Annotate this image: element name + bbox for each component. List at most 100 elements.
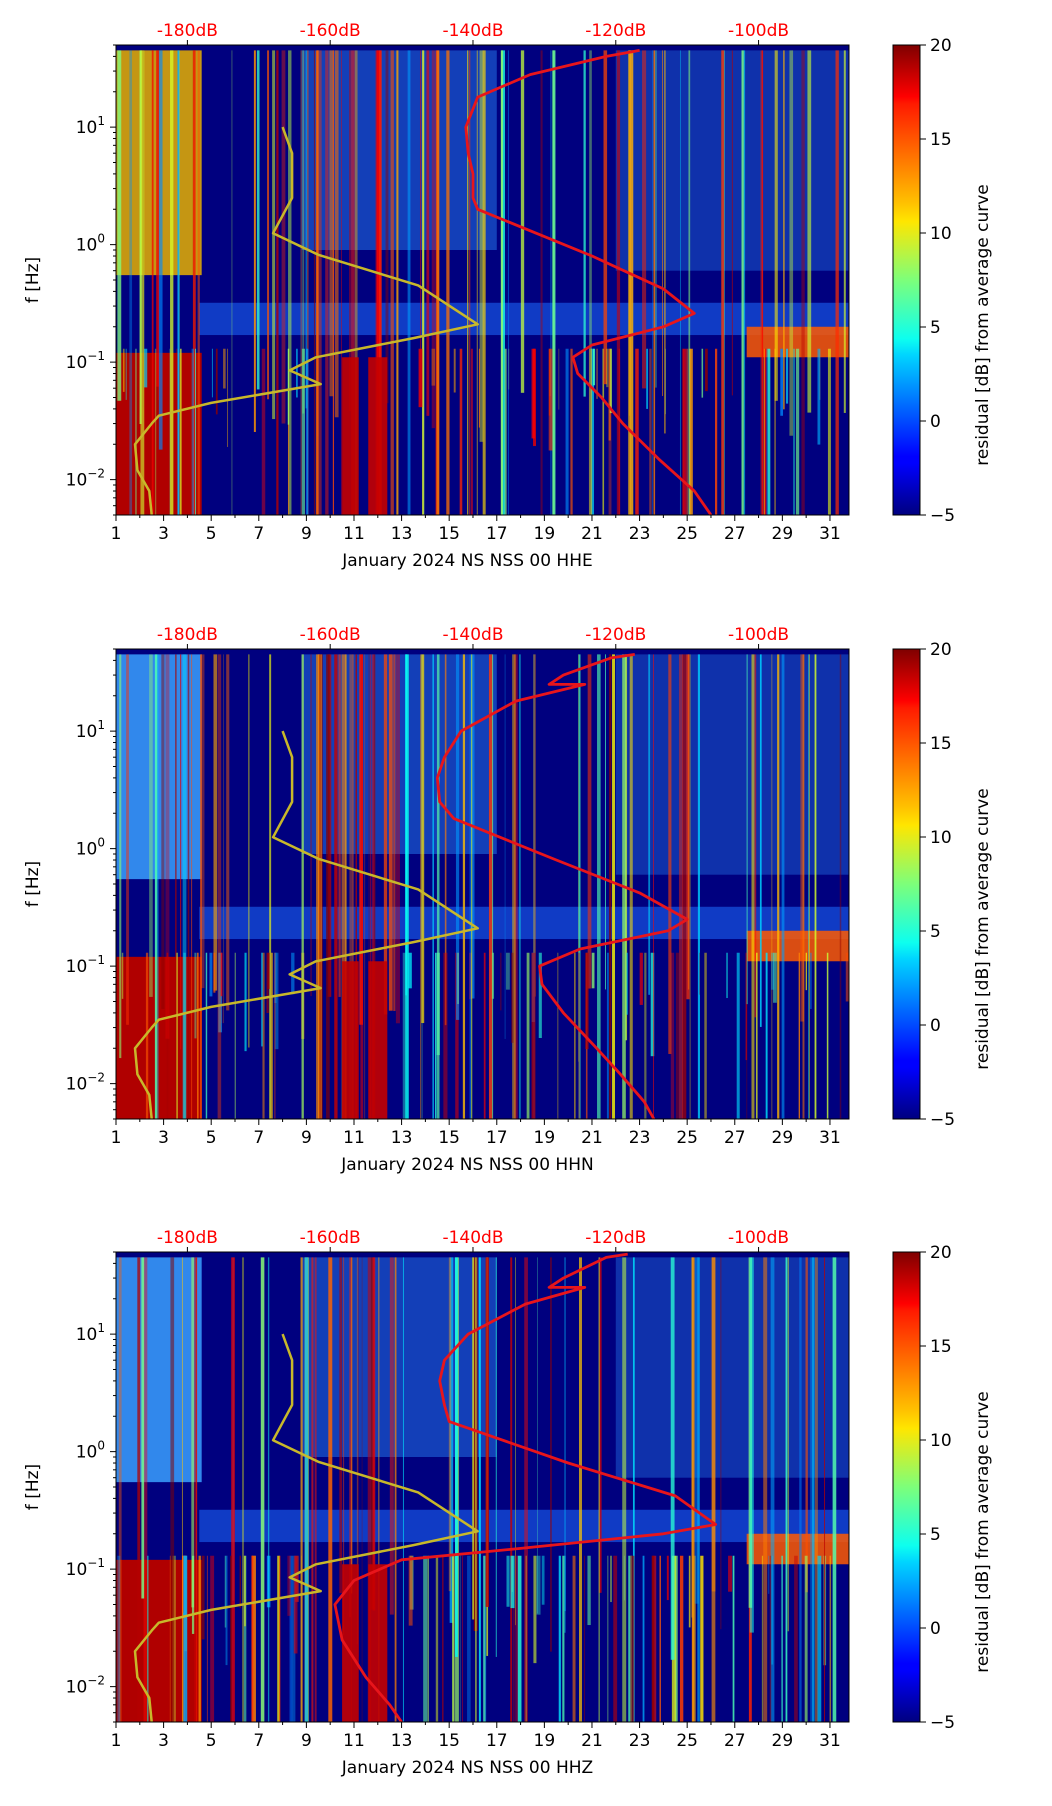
heatmap-streak <box>793 348 795 515</box>
heatmap-streak <box>519 654 521 1119</box>
x-tick-label: 31 <box>819 524 841 544</box>
heatmap-streak <box>845 952 849 1002</box>
heatmap-streak <box>431 50 435 429</box>
heatmap-streak <box>248 654 250 1048</box>
heatmap-streak <box>301 654 304 1119</box>
heatmap-streak <box>118 1257 122 1722</box>
heatmap-streak <box>470 348 473 515</box>
heatmap-streak <box>798 952 800 1119</box>
heatmap-streak <box>421 654 425 1024</box>
heatmap-streak <box>767 348 771 515</box>
y-tick-label: 100 <box>76 1439 105 1463</box>
heatmap-streak <box>759 654 762 1027</box>
heatmap-streak <box>419 50 422 400</box>
heatmap-streak <box>230 1555 232 1722</box>
heatmap-streak <box>651 1555 655 1722</box>
heatmap-streak <box>691 1257 695 1722</box>
heatmap-streak <box>731 50 733 396</box>
heatmap-streak <box>644 952 647 1119</box>
red-average-curve <box>464 49 713 515</box>
heatmap-streak <box>181 1257 184 1722</box>
heatmap-streak <box>355 654 357 1119</box>
heatmap-streak <box>435 1555 439 1722</box>
heatmap-streak <box>269 654 272 1119</box>
y-tick-label: 10−2 <box>66 1674 105 1698</box>
heatmap-streak <box>761 50 764 515</box>
heatmap-streak <box>200 654 202 1119</box>
heatmap-streak <box>315 50 319 515</box>
heatmap-streak <box>423 1555 428 1722</box>
heatmap-streak <box>610 1555 612 1603</box>
y-tick-label: 10−1 <box>66 1556 105 1580</box>
heatmap-streak <box>504 348 507 515</box>
x-tick-label: 15 <box>438 1731 460 1751</box>
heatmap-streak <box>436 50 440 515</box>
heatmap-streak <box>805 1257 808 1593</box>
heatmap-streak <box>220 952 223 997</box>
heatmap-streak <box>525 1555 527 1722</box>
heatmap-streak <box>343 1257 345 1635</box>
heatmap-streak <box>261 348 266 515</box>
heatmap-streak <box>607 1555 609 1722</box>
heatmap-streak <box>187 654 190 1119</box>
heatmap-streak <box>670 1257 675 1660</box>
heatmap-streak <box>461 1555 463 1722</box>
heatmap-streak <box>143 348 148 388</box>
heatmap-streak <box>314 1257 317 1722</box>
heatmap-streak <box>585 952 589 1050</box>
heatmap-streak <box>572 1555 576 1722</box>
heatmap-streak <box>129 50 133 515</box>
heatmap-streak <box>768 1555 770 1594</box>
x-tick-label: 21 <box>581 524 603 544</box>
heatmap-streak <box>596 348 598 399</box>
heatmap-streak <box>827 348 831 515</box>
heatmap-streak <box>180 654 182 1050</box>
top-db-label: -180dB <box>157 625 218 645</box>
heatmap-streak <box>603 50 608 385</box>
heatmap-streak <box>531 348 535 439</box>
heatmap-streak <box>533 654 535 1119</box>
heatmap-streak <box>176 952 178 1119</box>
x-tick-label: 11 <box>343 524 365 544</box>
heatmap-streak <box>609 654 612 1119</box>
top-db-label: -140dB <box>442 21 503 41</box>
heatmap-streak <box>694 1257 699 1604</box>
y-tick-label: 10−1 <box>66 349 105 373</box>
heatmap-streak <box>157 654 159 1119</box>
heatmap-streak <box>675 952 679 1119</box>
x-tick-label: 13 <box>391 1731 413 1751</box>
heatmap-streak <box>126 654 129 1025</box>
x-tick-label: 11 <box>343 1731 365 1751</box>
heatmap-streak <box>598 1257 602 1593</box>
heatmap-streak <box>686 654 690 1000</box>
heatmap-streak <box>785 1257 788 1722</box>
heatmap-streak <box>117 50 122 401</box>
heatmap-streak <box>843 50 846 413</box>
heatmap-streak <box>357 1257 359 1658</box>
heatmap-streak <box>200 654 205 989</box>
heatmap-streak <box>646 348 648 409</box>
y-axis-label: f [Hz] <box>23 1464 43 1510</box>
heatmap-streak <box>783 50 785 410</box>
heatmap-streak <box>817 348 821 445</box>
heatmap-streak <box>557 952 559 1119</box>
heatmap-streak <box>622 1257 627 1722</box>
heatmap-streak <box>145 952 149 1119</box>
heatmap-streak <box>170 50 174 515</box>
heatmap-streak <box>714 348 718 515</box>
heatmap-streak <box>613 1555 618 1722</box>
top-db-label: -120dB <box>585 625 646 645</box>
colorbar-tick-label: 0 <box>930 1016 941 1036</box>
heatmap-streak <box>251 1555 256 1722</box>
heatmap-streak <box>156 50 160 387</box>
heatmap-streak <box>211 348 213 398</box>
heatmap-streak <box>763 348 765 515</box>
heatmap-streak <box>279 1555 281 1722</box>
heatmap-streak <box>161 654 165 1009</box>
x-tick-label: 31 <box>819 1731 841 1751</box>
heatmap-texture <box>116 50 849 515</box>
colorbar-tick-label: −5 <box>930 1110 955 1130</box>
heatmap-streak <box>512 654 516 1119</box>
heatmap-streak <box>679 1555 684 1722</box>
